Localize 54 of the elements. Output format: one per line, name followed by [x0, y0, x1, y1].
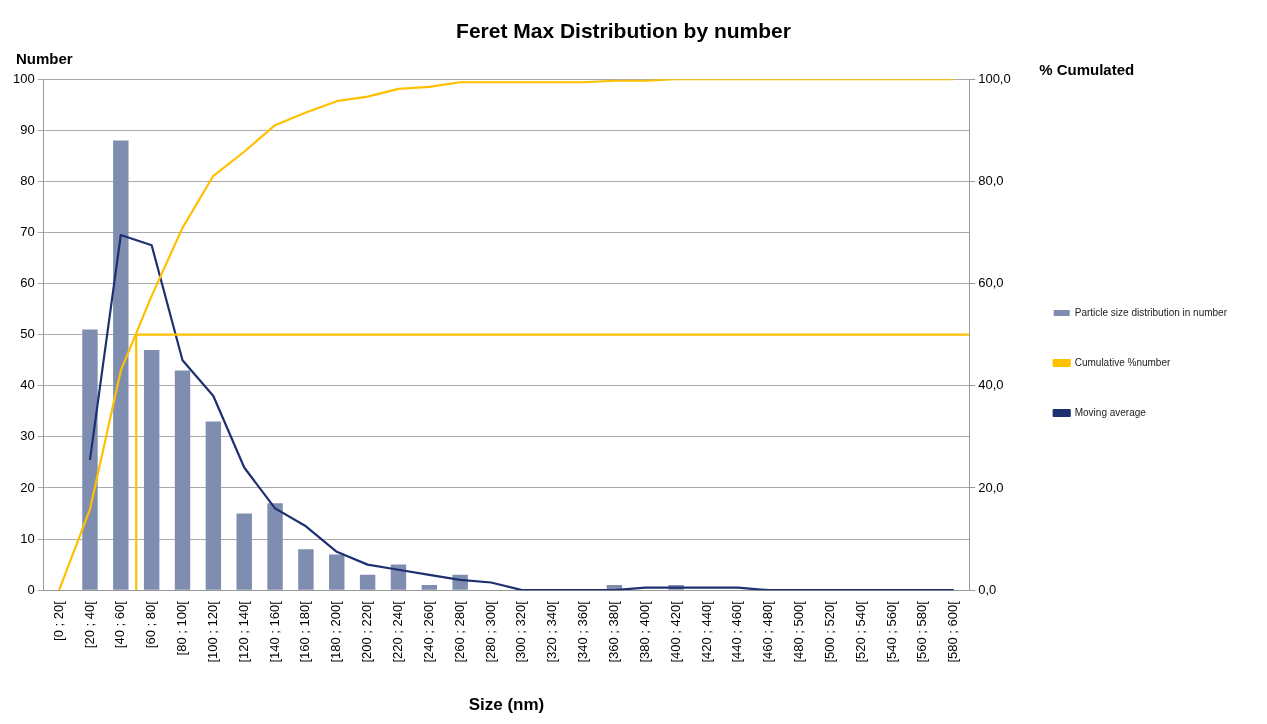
y-tick-label: 50 — [20, 326, 35, 342]
y2-tick-label: 60,0 — [978, 275, 1004, 291]
y-tick-label: 10 — [20, 530, 35, 546]
y-axis-title: Number — [16, 49, 73, 67]
x-tick-label: [160 ; 180[ — [297, 600, 313, 663]
chart-title: Feret Max Distribution by number — [456, 19, 791, 43]
x-tick-label: [520 ; 540[ — [852, 600, 868, 663]
x-tick-label: [480 ; 500[ — [791, 600, 807, 663]
y2-tick-label: 100,0 — [978, 70, 1011, 86]
x-tick-label: [340 ; 360[ — [575, 600, 591, 663]
y-tick-label: 70 — [20, 224, 35, 240]
y2-tick-label: 40,0 — [978, 377, 1004, 393]
x-tick-label: [540 ; 560[ — [883, 600, 899, 663]
y2-tick-label: 80,0 — [978, 172, 1004, 188]
x-axis-title: Size (nm) — [468, 695, 545, 715]
x-tick-label: [0 ; 20[ — [50, 600, 66, 641]
x-tick-label: [260 ; 280[ — [451, 600, 467, 663]
x-tick-label: [400 ; 420[ — [667, 600, 683, 663]
y2-tick-label: 0,0 — [978, 581, 997, 597]
y-tick-label: 90 — [20, 121, 35, 137]
y-tick-label: 80 — [20, 172, 35, 188]
x-tick-label: [240 ; 260[ — [420, 600, 436, 663]
y2-axis-title: % Cumulated — [1039, 60, 1135, 78]
x-tick-label: [320 ; 340[ — [544, 600, 560, 663]
x-tick-label: [180 ; 200[ — [328, 600, 344, 663]
x-tick-label: [200 ; 220[ — [359, 600, 375, 663]
x-tick-label: [280 ; 300[ — [482, 600, 498, 663]
y2-tick-label: 20,0 — [978, 479, 1004, 495]
x-tick-label: [80 ; 100[ — [174, 600, 190, 656]
x-tick-label: [20 ; 40[ — [81, 600, 97, 649]
y-tick-label: 30 — [20, 428, 35, 444]
x-tick-label: [580 ; 600[ — [945, 600, 961, 663]
y-tick-label: 0 — [27, 581, 35, 597]
x-tick-label: [420 ; 440[ — [698, 600, 714, 663]
x-tick-label: [500 ; 520[ — [821, 600, 837, 663]
legend-label: Particle size distribution in number — [1074, 306, 1228, 318]
y-tick-label: 60 — [20, 275, 35, 291]
legend-label: Moving average — [1074, 406, 1147, 418]
x-tick-label: [100 ; 120[ — [204, 600, 220, 663]
x-tick-label: [560 ; 580[ — [914, 600, 930, 663]
y-tick-label: 100 — [12, 70, 35, 86]
x-tick-label: [140 ; 160[ — [266, 600, 282, 663]
legend-label: Cumulative %number — [1074, 356, 1171, 368]
x-tick-label: [220 ; 240[ — [390, 600, 406, 663]
y-tick-label: 20 — [20, 479, 35, 495]
x-tick-label: [120 ; 140[ — [235, 600, 251, 663]
x-tick-label: [440 ; 460[ — [729, 600, 745, 663]
x-tick-label: [40 ; 60[ — [112, 600, 128, 649]
x-tick-label: [300 ; 320[ — [513, 600, 529, 663]
x-tick-label: [380 ; 400[ — [636, 600, 652, 663]
x-tick-label: [460 ; 480[ — [760, 600, 776, 663]
x-tick-label: [360 ; 380[ — [605, 600, 621, 663]
x-tick-label: [60 ; 80[ — [143, 600, 159, 649]
y-tick-label: 40 — [20, 377, 35, 393]
